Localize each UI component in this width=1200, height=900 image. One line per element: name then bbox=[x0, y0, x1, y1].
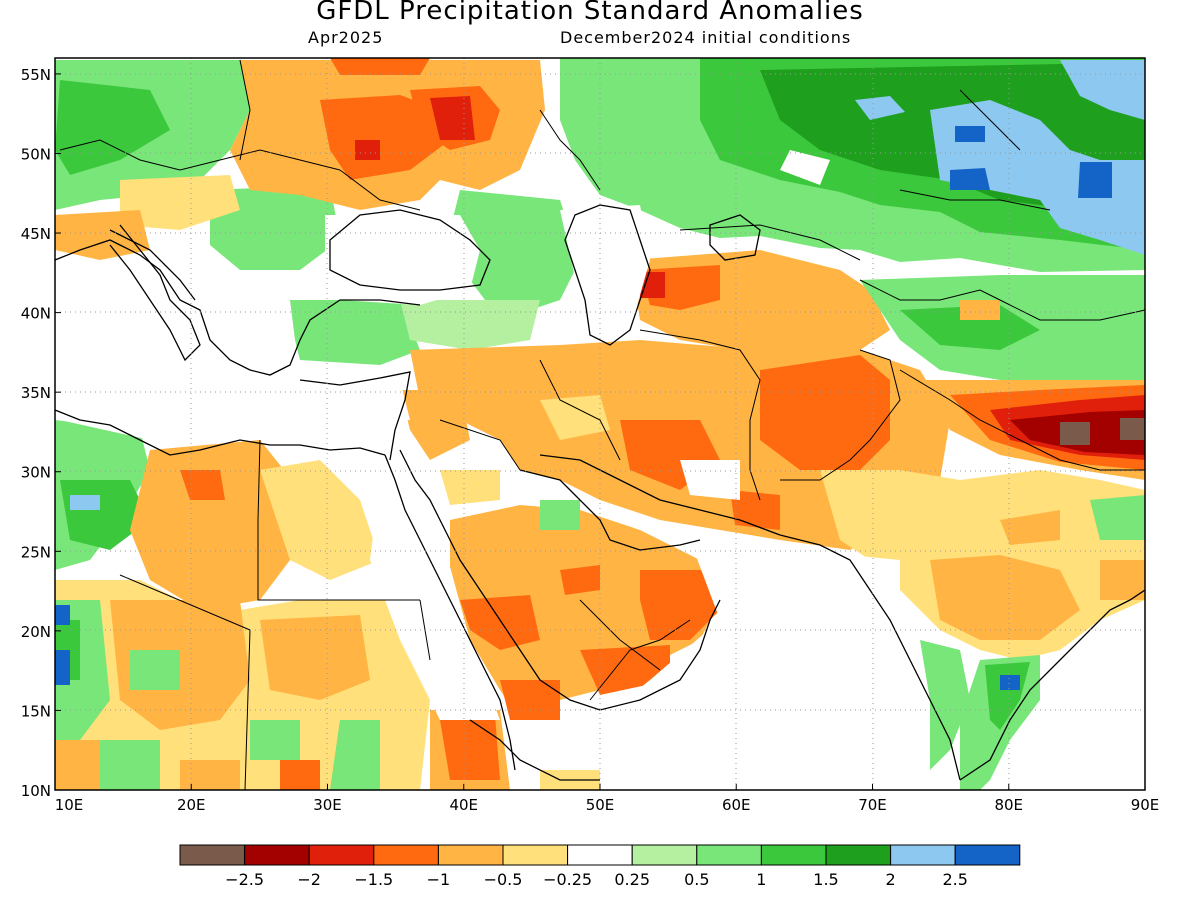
colorbar-swatch bbox=[373, 844, 439, 866]
colorbar-swatch bbox=[308, 844, 375, 866]
lat-tick-label: 30N bbox=[21, 464, 51, 482]
lon-tick-label: 20E bbox=[177, 796, 206, 814]
colorbar-swatch bbox=[825, 844, 892, 866]
colorbar-swatch bbox=[502, 844, 569, 866]
lat-tick-label: 25N bbox=[21, 543, 51, 561]
colorbar-label: −1.5 bbox=[354, 870, 393, 889]
lat-tick-label: 35N bbox=[21, 384, 51, 402]
axis-ticks: 10E 20E 30E 40E 50E 60E 70E 80E 90E 10N 15N 20N 25N 3… bbox=[21, 66, 1160, 814]
dry-region-arabia bbox=[450, 505, 720, 720]
anomaly-field bbox=[55, 58, 1145, 790]
colorbar-swatch bbox=[244, 844, 310, 866]
forecast-month: Apr2025 bbox=[308, 28, 384, 47]
colorbar-label: 0.25 bbox=[614, 870, 650, 889]
lon-tick-label: 60E bbox=[722, 796, 751, 814]
colorbar: −2.5 −2 −1.5 −1 −0.5 −0.25 0.25 0.5 1 1.5 2 2.5 bbox=[179, 844, 1021, 889]
colorbar-label: 2 bbox=[886, 870, 896, 889]
colorbar-swatch bbox=[760, 844, 827, 866]
colorbar-swatch bbox=[631, 844, 698, 866]
lat-tick-label: 40N bbox=[21, 305, 51, 323]
lon-tick-label: 90E bbox=[1131, 796, 1160, 814]
colorbar-label: −2.5 bbox=[225, 870, 264, 889]
lat-tick-label: 20N bbox=[21, 623, 51, 641]
colorbar-label: −1 bbox=[427, 870, 451, 889]
coastlines bbox=[55, 204, 1145, 781]
colorbar-swatch bbox=[179, 844, 246, 866]
colorbar-label: 0.5 bbox=[684, 870, 709, 889]
lon-tick-label: 70E bbox=[858, 796, 887, 814]
colorbar-swatch bbox=[696, 844, 762, 866]
colorbar-swatch bbox=[890, 844, 956, 866]
lat-tick-label: 10N bbox=[21, 782, 51, 800]
lat-tick-label: 50N bbox=[21, 145, 51, 163]
gridlines bbox=[55, 58, 1145, 790]
lon-tick-label: 40E bbox=[449, 796, 478, 814]
lon-tick-label: 80E bbox=[994, 796, 1023, 814]
colorbar-label: 1.5 bbox=[813, 870, 838, 889]
colorbar-label: −0.25 bbox=[543, 870, 592, 889]
lat-tick-label: 45N bbox=[21, 225, 51, 243]
colorbar-label: 2.5 bbox=[942, 870, 967, 889]
colorbar-label: 1 bbox=[756, 870, 766, 889]
lat-tick-label: 55N bbox=[21, 66, 51, 84]
lon-tick-label: 30E bbox=[313, 796, 342, 814]
colorbar-swatch bbox=[437, 844, 504, 866]
map-title: GFDL Precipitation Standard Anomalies bbox=[316, 0, 864, 26]
lat-tick-label: 15N bbox=[21, 702, 51, 720]
colorbar-label: −0.5 bbox=[484, 870, 523, 889]
lon-tick-label: 10E bbox=[55, 796, 84, 814]
colorbar-swatch bbox=[954, 844, 1021, 866]
initial-conditions: December2024 initial conditions bbox=[560, 28, 852, 47]
lon-tick-label: 50E bbox=[586, 796, 615, 814]
colorbar-label: −2 bbox=[297, 870, 321, 889]
colorbar-swatch bbox=[567, 844, 633, 866]
